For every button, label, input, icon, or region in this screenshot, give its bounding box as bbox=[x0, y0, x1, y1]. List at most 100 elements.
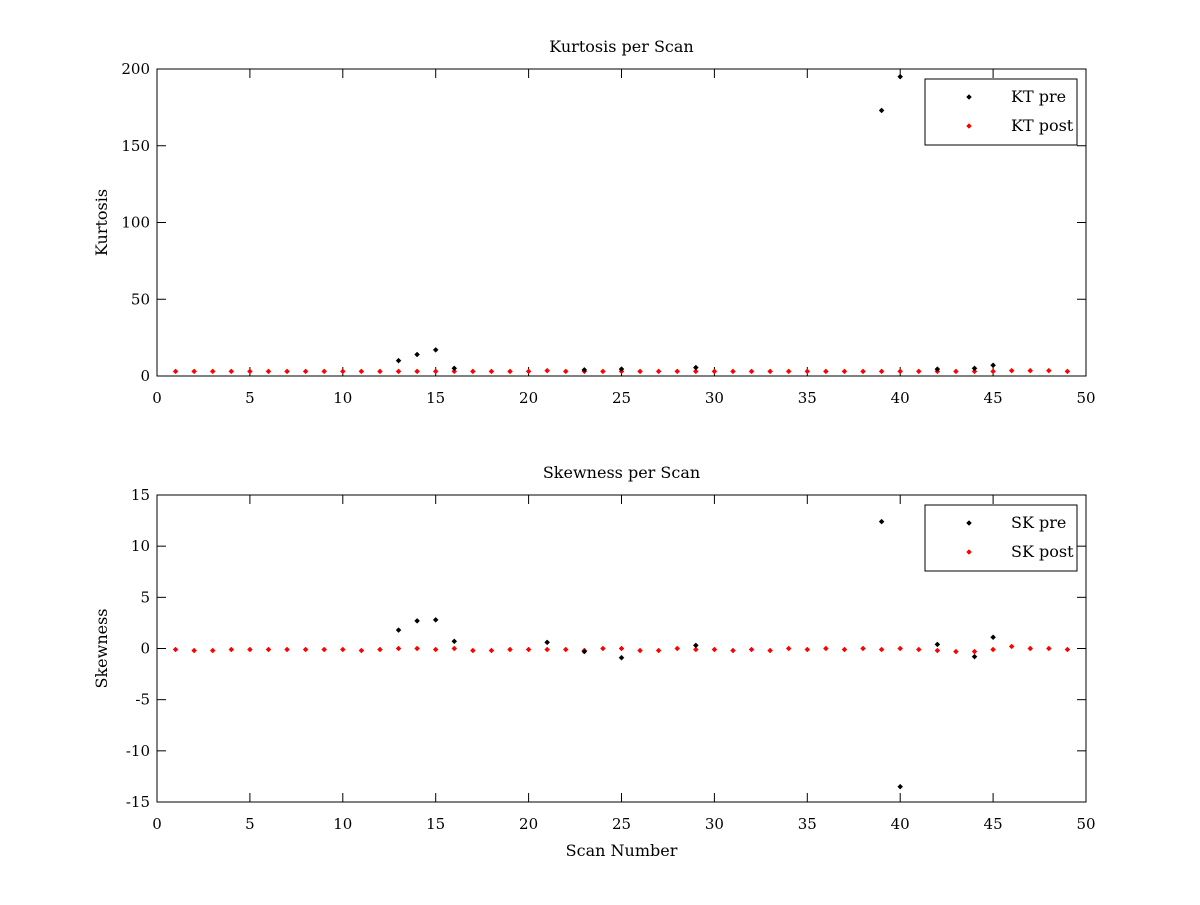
data-point-pre bbox=[971, 653, 978, 660]
data-point-pre bbox=[432, 616, 439, 623]
x-tick-label: 15 bbox=[426, 815, 445, 833]
data-point-post bbox=[358, 368, 365, 375]
data-point-post bbox=[692, 368, 699, 375]
x-tick-label: 35 bbox=[798, 389, 817, 407]
y-axis-label: Skewness bbox=[92, 608, 111, 688]
data-point-pre bbox=[897, 783, 904, 790]
data-point-post bbox=[209, 368, 216, 375]
data-point-post bbox=[507, 368, 513, 375]
x-tick-label: 40 bbox=[891, 815, 910, 833]
x-tick-label: 10 bbox=[333, 389, 352, 407]
data-point-pre bbox=[395, 627, 402, 633]
data-point-pre bbox=[878, 107, 885, 114]
data-point-post bbox=[414, 645, 420, 652]
x-tick-label: 0 bbox=[152, 389, 162, 407]
data-point-post bbox=[377, 646, 383, 653]
legend-label: KT post bbox=[1011, 116, 1074, 135]
y-axis-label: Kurtosis bbox=[92, 189, 111, 256]
data-point-pre bbox=[414, 351, 420, 358]
y-tick-label: 150 bbox=[121, 137, 150, 155]
data-point-post bbox=[600, 645, 606, 652]
data-point-post bbox=[209, 647, 216, 654]
data-point-post bbox=[823, 368, 829, 375]
data-point-post bbox=[878, 646, 885, 653]
y-tick-label: 15 bbox=[131, 486, 150, 504]
data-point-post bbox=[1064, 368, 1071, 375]
data-point-post bbox=[432, 368, 439, 375]
data-point-post bbox=[748, 368, 755, 375]
data-point-post bbox=[228, 368, 235, 375]
data-point-post bbox=[358, 647, 365, 654]
data-point-post bbox=[823, 645, 829, 652]
data-point-post bbox=[525, 368, 532, 375]
data-point-post bbox=[953, 648, 959, 655]
data-point-post bbox=[562, 646, 569, 653]
data-point-post bbox=[637, 647, 643, 654]
data-point-post bbox=[785, 368, 792, 375]
x-tick-label: 50 bbox=[1076, 815, 1095, 833]
data-point-post bbox=[897, 368, 904, 375]
data-point-post bbox=[785, 645, 792, 652]
data-point-post bbox=[1064, 646, 1071, 653]
data-point-post bbox=[618, 645, 625, 652]
data-point-post bbox=[228, 646, 235, 653]
data-point-pre bbox=[544, 639, 551, 646]
data-point-pre bbox=[395, 357, 402, 364]
x-tick-label: 45 bbox=[984, 815, 1003, 833]
data-point-post bbox=[1045, 645, 1052, 652]
data-point-post bbox=[655, 647, 662, 654]
x-tick-label: 0 bbox=[152, 815, 162, 833]
data-point-post bbox=[990, 368, 996, 375]
data-point-post bbox=[470, 368, 476, 375]
data-point-post bbox=[284, 368, 290, 375]
data-point-post bbox=[247, 368, 253, 375]
data-point-post bbox=[860, 368, 866, 375]
data-point-post bbox=[1008, 367, 1015, 374]
legend-marker bbox=[966, 123, 972, 129]
data-point-pre bbox=[414, 618, 420, 624]
data-point-pre bbox=[692, 364, 699, 371]
y-tick-label: -15 bbox=[126, 793, 150, 811]
data-point-pre bbox=[990, 362, 996, 369]
data-point-post bbox=[600, 368, 606, 375]
kurtosis-panel: Kurtosis per Scan 0 5 10 15 20 25 30 35 40 45 50 0 50… bbox=[92, 37, 1096, 407]
legend-box bbox=[924, 504, 1078, 572]
x-tick-label: 50 bbox=[1076, 389, 1095, 407]
x-tick-label: 30 bbox=[705, 815, 724, 833]
x-tick-label: 25 bbox=[612, 815, 631, 833]
data-point-post bbox=[395, 645, 402, 652]
data-point-post bbox=[247, 646, 253, 653]
data-point-post bbox=[748, 646, 755, 653]
data-point-post bbox=[860, 645, 866, 652]
data-point-post bbox=[544, 367, 551, 374]
data-point-post bbox=[488, 368, 495, 375]
legend: SK pre SK post bbox=[924, 504, 1078, 572]
data-point-post bbox=[878, 368, 885, 375]
data-point-post bbox=[841, 368, 848, 375]
legend-label: SK post bbox=[1011, 542, 1074, 561]
data-point-post bbox=[730, 647, 736, 654]
data-point-post bbox=[265, 368, 272, 375]
data-point-post bbox=[451, 368, 458, 375]
data-point-post bbox=[321, 368, 328, 375]
data-point-post bbox=[804, 368, 811, 375]
y-tick-label: 5 bbox=[140, 588, 150, 606]
data-point-post bbox=[841, 646, 848, 653]
data-point-post bbox=[451, 645, 458, 652]
data-point-post bbox=[692, 646, 699, 653]
data-point-pre bbox=[581, 367, 588, 373]
data-point-pre bbox=[878, 518, 885, 525]
data-point-post bbox=[525, 646, 532, 653]
data-point-post bbox=[339, 646, 346, 653]
legend-box bbox=[924, 78, 1078, 146]
data-point-post bbox=[730, 368, 736, 375]
x-tick-label: 5 bbox=[245, 815, 255, 833]
data-point-pre bbox=[990, 634, 996, 641]
x-tick-label: 40 bbox=[891, 389, 910, 407]
data-point-post bbox=[674, 368, 681, 375]
data-point-post bbox=[767, 647, 773, 654]
data-point-pre bbox=[897, 73, 904, 80]
data-point-post bbox=[395, 368, 402, 375]
